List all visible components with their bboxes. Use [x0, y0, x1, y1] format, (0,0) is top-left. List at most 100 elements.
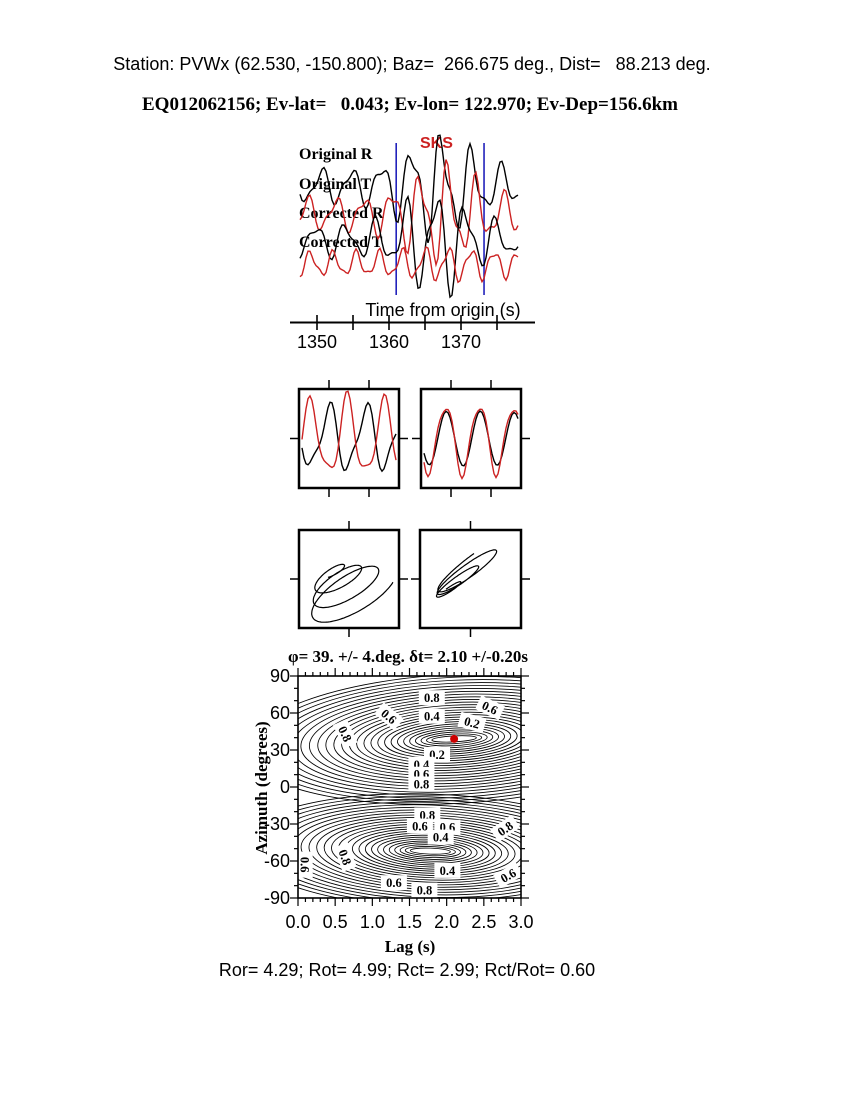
- contour-label-text: 0.8: [336, 848, 354, 867]
- time-tick-label: 1370: [441, 332, 481, 352]
- contour-label: 0.2: [457, 711, 487, 734]
- best-fit-point: [450, 734, 459, 743]
- azimuth-tick-label: 90: [270, 666, 290, 686]
- contour-label-text: 0.8: [424, 691, 440, 705]
- lag-tick-label: 2.0: [434, 912, 459, 932]
- contour-ring: [298, 798, 521, 898]
- contour-ring: [298, 682, 521, 796]
- contour-ring: [298, 801, 521, 898]
- contour-label-bg: [374, 702, 404, 731]
- contour-label: 0.4: [418, 708, 445, 724]
- contour-ring: [390, 721, 518, 757]
- component-trace: [301, 390, 397, 469]
- time-tick-label: 1350: [297, 332, 337, 352]
- particle-motion-curve: [435, 549, 498, 598]
- contour-ring: [404, 846, 456, 857]
- lag-tick-label: 0.0: [285, 912, 310, 932]
- contour-label-bg: [408, 776, 435, 792]
- contour-ring: [397, 723, 512, 755]
- component-trace: [301, 401, 397, 473]
- trace-label-corrected-t: Corrected T: [299, 234, 383, 251]
- contour-label-text: 0.4: [424, 710, 440, 724]
- contour-ring: [308, 693, 521, 785]
- contour-ring: [384, 718, 521, 759]
- trace-label-original-t: Original T: [299, 176, 372, 193]
- trace-label-corrected-r: Corrected R: [299, 205, 384, 222]
- contour-label-text: 0.6: [498, 866, 519, 886]
- contour-label-text: 0.6: [298, 857, 312, 873]
- contour-label-bg: [490, 814, 521, 843]
- pm-box-before-correction: [297, 528, 401, 630]
- contour-label-bg: [493, 862, 524, 889]
- contour-label-bg: [418, 690, 445, 706]
- lag-tick-label: 3.0: [508, 912, 533, 932]
- contour-label: 0.6: [406, 818, 433, 834]
- contour-label: 0.8: [332, 718, 358, 749]
- particle-motion-curve: [311, 563, 394, 623]
- component-trace: [423, 410, 519, 467]
- phi-dt-title: φ= 39. +/- 4.deg. δt= 2.10 +/-0.20s: [288, 647, 528, 666]
- contour-ring: [317, 696, 521, 782]
- contour-ring: [399, 844, 461, 859]
- contour-ring: [298, 688, 521, 790]
- contour-ring: [356, 709, 521, 769]
- contour-label-text: 0.6: [412, 820, 428, 834]
- contour-label: 0.6: [475, 695, 505, 720]
- lag-axis-label: Lag (s): [384, 937, 436, 956]
- contour-label: 0.6: [380, 875, 407, 891]
- contour-ring: [420, 731, 488, 747]
- azimuth-tick-label: 30: [270, 740, 290, 760]
- contour-ring: [298, 676, 521, 802]
- contour-label: 0.8: [411, 882, 438, 898]
- contour-ring: [298, 679, 521, 799]
- azimuth-tick-label: 0: [280, 777, 290, 797]
- waveform-trace-corrected-r: [299, 194, 519, 299]
- contour-ring: [298, 796, 521, 898]
- contour-label-bg: [457, 711, 487, 734]
- contour-label-bg: [406, 818, 433, 834]
- contour-label-bg: [411, 882, 438, 898]
- time-tick-label: 1360: [369, 332, 409, 352]
- waveform-trace-corrected-t: [299, 245, 519, 284]
- lag-tick-label: 2.5: [471, 912, 496, 932]
- contour-label-text: 0.2: [463, 714, 482, 732]
- azimuth-tick-label: -90: [264, 888, 290, 908]
- contour-ring: [363, 711, 521, 767]
- contour-label: 0.8: [333, 842, 357, 872]
- contour-label-bg: [297, 851, 313, 878]
- time-axis-label: Time from origin (s): [365, 300, 521, 320]
- contour-label-bg: [434, 862, 461, 878]
- contour-label: 0.8: [408, 776, 435, 792]
- contour-label: 0.6: [297, 851, 313, 878]
- contour-ring: [298, 793, 521, 898]
- contour-ring: [300, 690, 521, 787]
- contour-label-text: 0.4: [440, 864, 456, 878]
- contour-ring: [325, 699, 521, 779]
- azimuth-tick-label: 60: [270, 703, 290, 723]
- contour-ring: [426, 733, 483, 745]
- component-box-after-correction: [419, 387, 523, 490]
- page-title: Station: PVWx (62.530, -150.800); Baz= 2…: [113, 54, 711, 74]
- contour-ring: [409, 727, 499, 751]
- waveform-trace-original-r: [299, 134, 519, 243]
- contour-label-text: 0.8: [417, 884, 433, 898]
- contour-label: 0.8: [418, 690, 445, 706]
- contour-label-text: 0.4: [433, 831, 449, 845]
- contour-ring: [333, 701, 521, 777]
- contour-label-text: 0.8: [414, 778, 430, 792]
- trace-label-original-r: Original R: [299, 146, 373, 163]
- contour-ring: [341, 704, 521, 774]
- contour-ring: [370, 714, 521, 764]
- azimuth-tick-label: -60: [264, 851, 290, 871]
- contour-label: 0.4: [427, 829, 454, 845]
- contour-label-bg: [380, 875, 407, 891]
- azimuth-tick-label: -30: [264, 814, 290, 834]
- contour-label-text: 0.6: [386, 876, 402, 890]
- contour-label-bg: [475, 695, 505, 720]
- contour-label: 0.6: [493, 862, 524, 889]
- component-box-before-correction: [297, 387, 401, 490]
- contour-label: 0.4: [434, 862, 461, 878]
- contour-label-bg: [427, 829, 454, 845]
- contour-label-text: 0.6: [480, 698, 500, 717]
- contour-ring: [377, 716, 521, 762]
